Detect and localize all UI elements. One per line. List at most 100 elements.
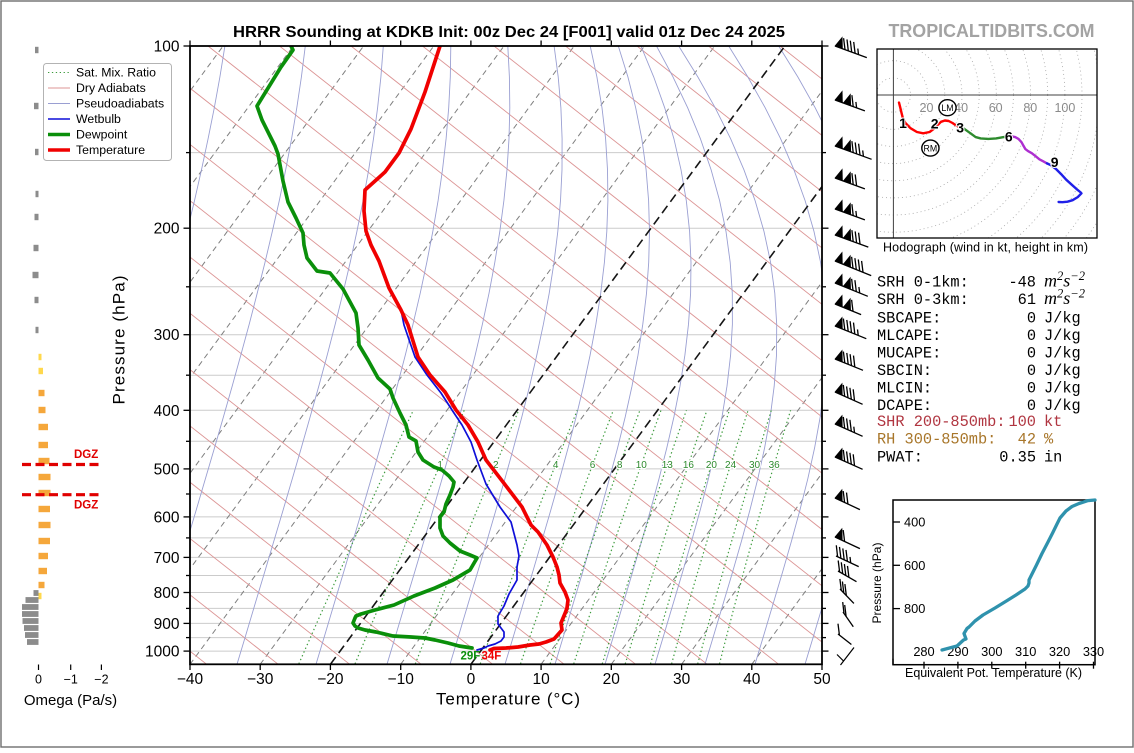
svg-text:Wetbulb: Wetbulb	[76, 112, 121, 126]
svg-text:400: 400	[904, 515, 925, 530]
svg-text:6: 6	[590, 460, 596, 471]
svg-text:100: 100	[1008, 413, 1036, 431]
svg-text:J/kg: J/kg	[1044, 310, 1081, 328]
svg-text:−2: −2	[94, 673, 108, 687]
svg-text:24: 24	[725, 460, 737, 471]
svg-text:MUCAPE:: MUCAPE:	[877, 345, 941, 363]
svg-text:40: 40	[954, 101, 968, 115]
svg-text:8: 8	[617, 460, 623, 471]
svg-text:0.35: 0.35	[999, 449, 1036, 467]
svg-text:0: 0	[467, 671, 476, 688]
svg-text:10: 10	[532, 671, 550, 688]
svg-text:280: 280	[913, 644, 934, 659]
svg-text:Pressure (hPa): Pressure (hPa)	[110, 276, 129, 405]
svg-text:300: 300	[981, 644, 1002, 659]
svg-text:Temperature (°C): Temperature (°C)	[436, 690, 580, 709]
svg-text:−20: −20	[317, 671, 344, 688]
svg-text:Temperature: Temperature	[76, 143, 145, 157]
svg-text:0: 0	[1027, 380, 1036, 398]
svg-text:Sat. Mix. Ratio: Sat. Mix. Ratio	[76, 66, 156, 80]
svg-text:Pseudoadiabats: Pseudoadiabats	[76, 97, 164, 111]
svg-text:Equivalent Pot. Temperature (K: Equivalent Pot. Temperature (K)	[905, 666, 1082, 680]
svg-text:Hodograph (wind in kt, height: Hodograph (wind in kt, height in km)	[883, 241, 1088, 255]
svg-text:900: 900	[154, 616, 180, 633]
svg-text:SHR 200-850mb:: SHR 200-850mb:	[877, 413, 1006, 431]
svg-text:61: 61	[1018, 291, 1036, 309]
svg-text:1: 1	[437, 460, 443, 471]
svg-text:SRH 0-3km:: SRH 0-3km:	[877, 291, 969, 309]
svg-text:60: 60	[989, 101, 1003, 115]
svg-text:DGZ: DGZ	[74, 500, 98, 512]
svg-text:SRH 0-1km:: SRH 0-1km:	[877, 274, 969, 292]
svg-text:30: 30	[749, 460, 761, 471]
svg-text:−10: −10	[388, 671, 415, 688]
svg-text:320: 320	[1049, 644, 1070, 659]
svg-text:310: 310	[1015, 644, 1036, 659]
svg-text:0: 0	[1027, 345, 1036, 363]
svg-text:Omega (Pa/s): Omega (Pa/s)	[24, 692, 117, 709]
svg-text:SBCAPE:: SBCAPE:	[877, 310, 941, 328]
svg-text:20: 20	[603, 671, 621, 688]
svg-text:16: 16	[683, 460, 695, 471]
svg-text:200: 200	[154, 221, 180, 238]
svg-text:%: %	[1044, 431, 1054, 449]
svg-text:2: 2	[493, 460, 499, 471]
svg-text:Dry Adiabats: Dry Adiabats	[76, 81, 146, 95]
svg-text:300: 300	[154, 327, 180, 344]
svg-text:13: 13	[662, 460, 674, 471]
svg-text:J/kg: J/kg	[1044, 397, 1081, 415]
svg-text:SBCIN:: SBCIN:	[877, 362, 932, 380]
svg-text:RH 300-850mb:: RH 300-850mb:	[877, 431, 996, 449]
svg-text:42: 42	[1018, 431, 1036, 449]
svg-text:800: 800	[904, 601, 925, 616]
svg-text:J/kg: J/kg	[1044, 380, 1081, 398]
svg-text:MLCAPE:: MLCAPE:	[877, 327, 941, 345]
svg-text:RM: RM	[924, 143, 938, 153]
svg-text:J/kg: J/kg	[1044, 327, 1081, 345]
svg-text:J/kg: J/kg	[1044, 362, 1081, 380]
svg-text:100: 100	[1054, 101, 1075, 115]
svg-text:36: 36	[769, 460, 781, 471]
svg-text:3: 3	[956, 120, 964, 136]
svg-text:Pressure (hPa): Pressure (hPa)	[870, 543, 884, 624]
svg-text:700: 700	[154, 550, 180, 567]
svg-text:HRRR Sounding at KDKB Init: 00: HRRR Sounding at KDKB Init: 00z Dec 24 […	[233, 24, 785, 41]
svg-text:6: 6	[1005, 129, 1013, 145]
svg-text:29F: 29F	[461, 651, 481, 663]
svg-text:DGZ: DGZ	[74, 449, 98, 461]
svg-text:9: 9	[1051, 154, 1059, 170]
svg-text:kt: kt	[1044, 413, 1062, 431]
svg-text:J/kg: J/kg	[1044, 345, 1081, 363]
svg-text:0: 0	[1027, 310, 1036, 328]
svg-text:20: 20	[706, 460, 718, 471]
svg-text:−1: −1	[64, 673, 78, 687]
svg-text:400: 400	[154, 403, 180, 420]
svg-text:PWAT:: PWAT:	[877, 449, 923, 467]
svg-text:TROPICALTIDBITS.COM: TROPICALTIDBITS.COM	[889, 20, 1095, 41]
svg-text:4: 4	[553, 460, 559, 471]
svg-text:800: 800	[154, 585, 180, 602]
svg-text:80: 80	[1023, 101, 1037, 115]
svg-text:Dewpoint: Dewpoint	[76, 128, 128, 142]
svg-text:30: 30	[673, 671, 691, 688]
svg-text:DCAPE:: DCAPE:	[877, 397, 932, 415]
svg-text:2: 2	[931, 116, 939, 132]
svg-text:−30: −30	[247, 671, 274, 688]
svg-text:34F: 34F	[482, 651, 502, 663]
svg-text:330: 330	[1083, 644, 1104, 659]
svg-text:100: 100	[154, 39, 180, 56]
svg-text:500: 500	[154, 461, 180, 478]
svg-text:0: 0	[1027, 397, 1036, 415]
svg-text:1: 1	[899, 115, 907, 131]
svg-text:40: 40	[743, 671, 761, 688]
svg-text:in: in	[1044, 449, 1062, 467]
svg-text:0: 0	[35, 673, 42, 687]
svg-text:0: 0	[1027, 362, 1036, 380]
svg-text:LM: LM	[941, 103, 953, 113]
svg-text:−40: −40	[177, 671, 204, 688]
svg-text:1000: 1000	[145, 644, 180, 661]
svg-text:MLCIN:: MLCIN:	[877, 380, 932, 398]
svg-text:600: 600	[154, 509, 180, 526]
svg-text:10: 10	[636, 460, 648, 471]
svg-text:20: 20	[920, 101, 934, 115]
